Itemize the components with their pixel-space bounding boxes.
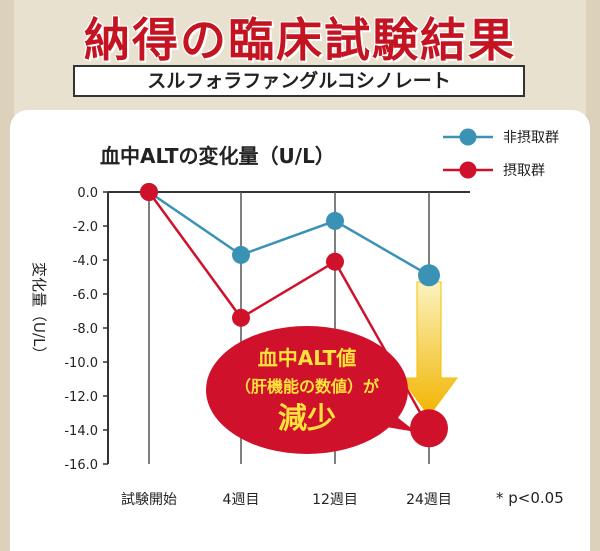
y-axis-label: 変化量（U/L） — [30, 262, 48, 361]
legend-label: 非摂取群 — [503, 130, 559, 146]
y-tick-label: -4.0 — [73, 254, 98, 269]
footnote: * p<0.05 — [496, 489, 564, 507]
y-tick-label: -6.0 — [73, 288, 98, 303]
decrease-arrow — [400, 281, 458, 417]
y-tick-label: -12.0 — [64, 390, 98, 405]
y-tick-label: -14.0 — [64, 424, 98, 439]
data-point — [232, 308, 250, 327]
data-point — [410, 409, 448, 448]
page-title: 納得の臨床試験結果 — [84, 13, 516, 67]
x-tick-label: 4週目 — [223, 492, 260, 508]
x-tick-label: 24週目 — [406, 492, 452, 508]
data-point — [418, 264, 440, 287]
y-tick-label: 0.0 — [77, 186, 98, 201]
page-subtitle: スルフォラファングルコシノレート — [73, 65, 525, 97]
annotation-line-2: （肝機能の数値）が — [235, 377, 379, 396]
annotation-line-1: 血中ALT値 — [258, 346, 357, 370]
annotation-bubble: 血中ALT値 （肝機能の数値）が 減少 — [206, 326, 416, 454]
y-tick-label: -8.0 — [73, 322, 98, 337]
annotation-line-3: 減少 — [278, 401, 336, 435]
x-tick-label: 12週目 — [312, 492, 358, 508]
y-tick-label: -2.0 — [73, 220, 98, 235]
legend-marker — [459, 128, 477, 146]
chart-title: 血中ALTの変化量（U/L） — [100, 144, 335, 168]
y-tick-label: -10.0 — [64, 356, 98, 371]
data-point — [326, 252, 344, 271]
legend-label: 摂取群 — [503, 163, 545, 179]
data-point — [140, 183, 158, 201]
series-line — [147, 191, 431, 429]
x-tick-label: 試験開始 — [121, 492, 177, 508]
data-point — [326, 211, 344, 230]
data-point — [232, 245, 250, 264]
y-tick-label: -16.0 — [64, 458, 98, 473]
legend-marker — [459, 161, 477, 179]
series-line — [148, 190, 430, 277]
